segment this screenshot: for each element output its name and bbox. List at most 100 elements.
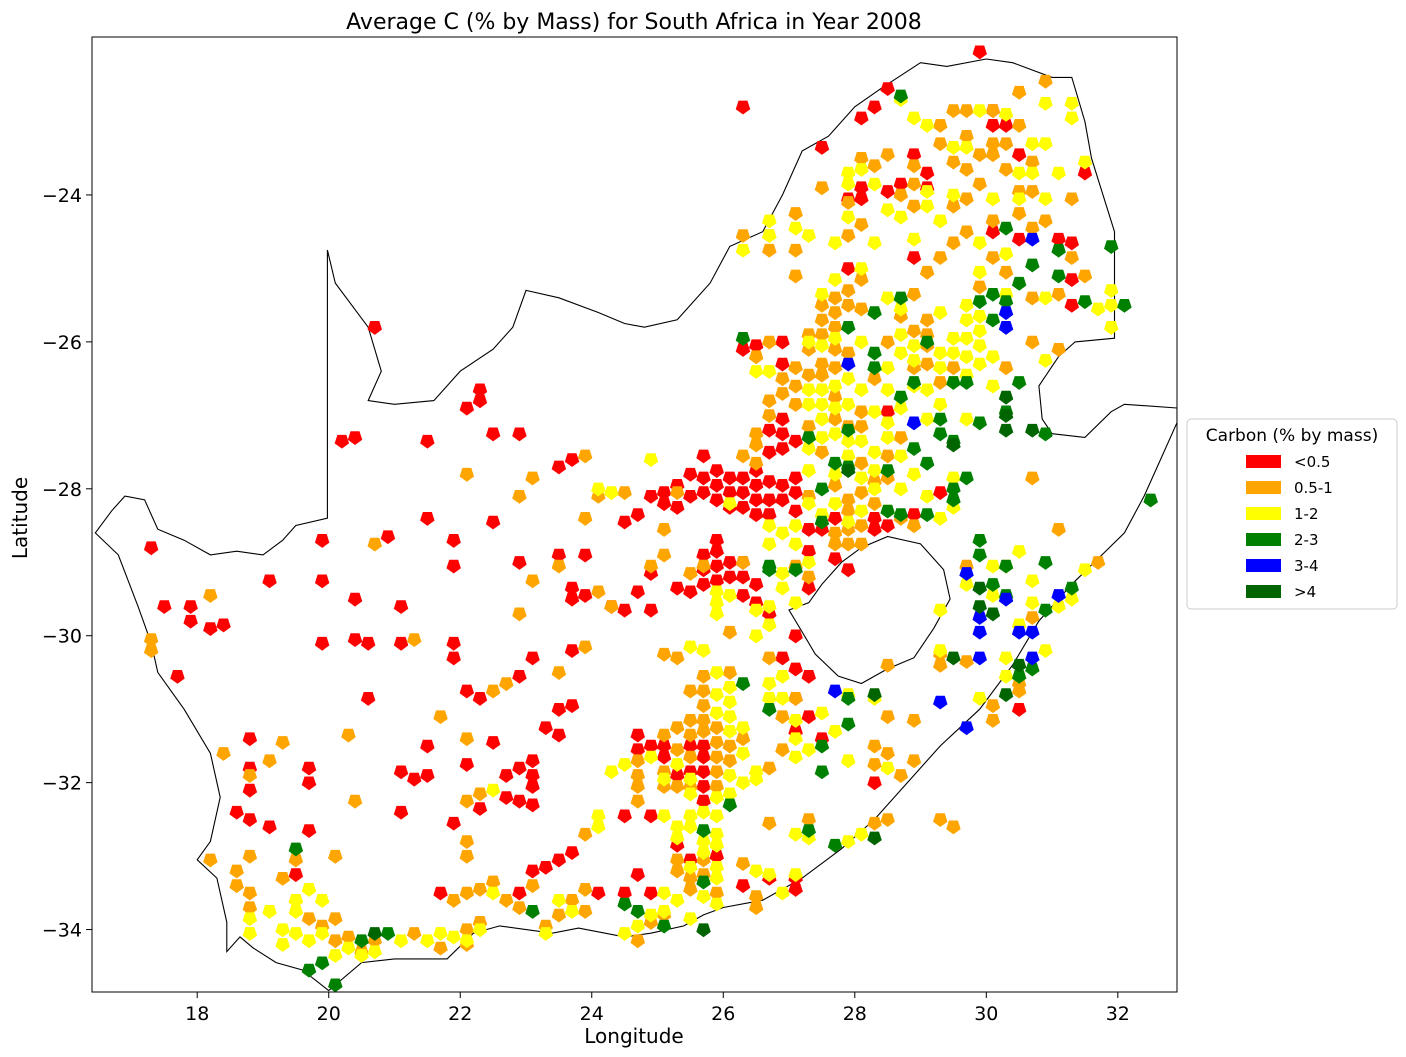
data-point [354, 949, 369, 963]
data-point [709, 493, 724, 508]
data-point [656, 523, 672, 537]
data-point [933, 376, 948, 390]
data-point [841, 754, 856, 769]
data-point [262, 574, 277, 589]
data-point [1011, 166, 1027, 181]
data-point [775, 357, 790, 372]
data-point [788, 207, 803, 221]
data-point [577, 827, 593, 842]
data-point [762, 816, 777, 831]
data-point [841, 357, 856, 372]
data-point [525, 574, 540, 589]
data-point [525, 798, 540, 813]
data-point [183, 614, 198, 629]
data-point [854, 262, 869, 277]
data-point [459, 401, 475, 416]
data-point [867, 236, 882, 251]
data-point [564, 894, 580, 908]
data-point [854, 486, 869, 501]
data-point [998, 265, 1014, 280]
data-point [959, 299, 974, 313]
data-point [722, 589, 738, 603]
data-point [420, 769, 435, 783]
data-point [512, 556, 527, 570]
data-point [801, 743, 816, 758]
data-point [814, 515, 830, 530]
data-point [814, 398, 830, 412]
data-point [762, 600, 777, 614]
data-point [998, 559, 1014, 574]
data-point [242, 912, 258, 927]
data-point [775, 692, 790, 706]
data-point [919, 313, 935, 328]
data-point [525, 780, 540, 794]
data-point [827, 306, 843, 321]
data-point [906, 467, 922, 482]
data-point [827, 401, 843, 416]
data-point [722, 471, 738, 486]
data-point [880, 761, 895, 776]
data-point [577, 449, 593, 464]
data-point [959, 471, 974, 486]
x-tick-label: 26 [711, 1003, 735, 1025]
data-point [735, 857, 751, 872]
data-point [972, 295, 987, 310]
data-point [499, 894, 514, 908]
data-point [906, 148, 922, 163]
data-point [854, 163, 869, 177]
data-point [735, 229, 751, 243]
data-point [656, 750, 672, 765]
data-point [801, 464, 816, 479]
data-point [709, 827, 724, 842]
data-point [709, 838, 724, 853]
data-point [788, 537, 803, 552]
data-point [630, 794, 645, 809]
data-point [762, 519, 777, 534]
data-point [933, 398, 948, 412]
data-point [854, 181, 869, 196]
data-point [762, 761, 777, 776]
data-point [1011, 207, 1027, 221]
data-point [696, 846, 711, 861]
data-point [696, 780, 711, 794]
data-point [393, 600, 409, 614]
data-point [314, 894, 330, 908]
data-point [762, 868, 777, 883]
data-point [880, 464, 895, 479]
data-point [656, 886, 672, 901]
data-point [709, 765, 724, 780]
data-point [801, 523, 816, 537]
data-point [867, 445, 882, 460]
data-point [709, 897, 724, 912]
data-point [919, 383, 935, 398]
data-point [617, 515, 632, 530]
data-point [525, 905, 540, 919]
data-point [288, 905, 304, 919]
data-point [670, 486, 685, 501]
data-point [880, 405, 895, 420]
data-point [670, 894, 685, 908]
data-point [814, 706, 830, 721]
data-point [946, 141, 961, 155]
data-point [1104, 321, 1119, 335]
data-point [670, 853, 685, 868]
data-point [564, 581, 580, 596]
data-point [446, 636, 461, 651]
data-point [854, 434, 869, 449]
data-point [893, 188, 909, 203]
data-point [959, 130, 974, 144]
data-point [880, 449, 895, 464]
data-point [683, 585, 698, 600]
data-point [709, 721, 724, 736]
data-point [1025, 291, 1040, 306]
data-point [242, 732, 258, 747]
data-point [1104, 299, 1119, 313]
data-point [643, 908, 659, 923]
data-point [972, 177, 987, 192]
data-point [525, 754, 540, 769]
data-point [775, 581, 790, 596]
data-point [670, 820, 685, 835]
data-point [735, 677, 751, 692]
data-point [328, 949, 343, 963]
data-point [946, 438, 961, 453]
